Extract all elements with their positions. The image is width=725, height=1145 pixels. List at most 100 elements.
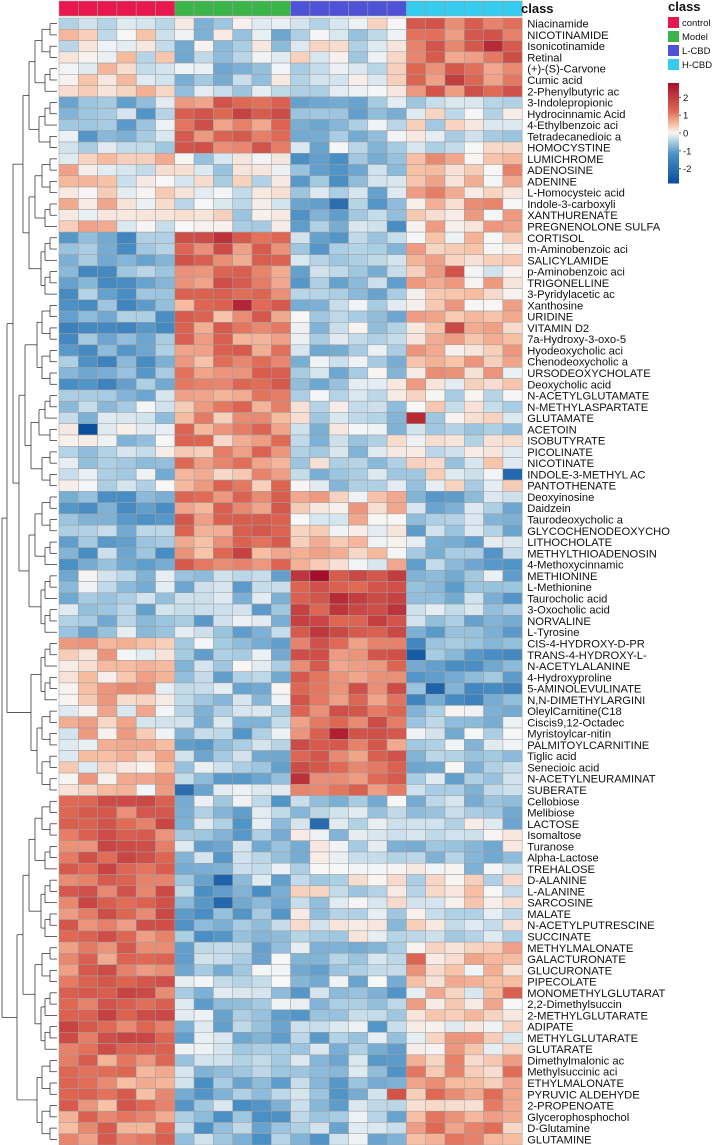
heatmap-cell bbox=[213, 130, 233, 143]
heatmap-cell bbox=[232, 1020, 253, 1033]
heatmap-cell bbox=[251, 998, 272, 1011]
heatmap-cell bbox=[97, 975, 118, 988]
heatmap-cell bbox=[155, 660, 176, 672]
heatmap-cell bbox=[97, 1032, 118, 1044]
heatmap-cell bbox=[135, 953, 156, 965]
colorbar-segment bbox=[668, 83, 679, 86]
row-label: MALATE bbox=[527, 909, 571, 921]
heatmap-cell bbox=[502, 603, 523, 616]
heatmap-cell bbox=[78, 333, 98, 346]
heatmap-cell bbox=[406, 795, 426, 808]
heatmap-cell bbox=[348, 457, 369, 470]
heatmap-cell bbox=[367, 423, 388, 436]
heatmap-cell bbox=[271, 1077, 291, 1089]
heatmap-cell bbox=[193, 919, 214, 932]
heatmap-cell bbox=[213, 739, 233, 751]
row-label: GLYCOCHENODEOXYCHO bbox=[527, 526, 670, 538]
heatmap-cell bbox=[406, 198, 426, 210]
heatmap-cell bbox=[193, 581, 214, 594]
heatmap-cell bbox=[97, 558, 118, 571]
heatmap-cell bbox=[444, 603, 465, 616]
heatmap-cell bbox=[502, 626, 523, 639]
heatmap-cell bbox=[135, 1054, 156, 1067]
heatmap-cell bbox=[174, 874, 195, 887]
heatmap-cell bbox=[251, 29, 272, 41]
heatmap-cell bbox=[271, 96, 291, 109]
heatmap-cell bbox=[78, 175, 98, 188]
row-label: METHYLMALONATE bbox=[527, 943, 633, 955]
heatmap-cell bbox=[290, 209, 311, 222]
annotation-cell-h-cbd bbox=[502, 0, 523, 17]
heatmap-cell bbox=[348, 750, 369, 763]
heatmap-cell bbox=[251, 648, 272, 661]
heatmap-cell bbox=[271, 434, 291, 447]
heatmap-cell bbox=[251, 919, 272, 932]
heatmap-cell bbox=[271, 603, 291, 616]
heatmap-cell bbox=[425, 1032, 446, 1044]
heatmap-cell bbox=[58, 468, 79, 481]
heatmap-cell bbox=[97, 986, 118, 999]
heatmap-cell bbox=[309, 975, 330, 988]
heatmap-cell bbox=[444, 1133, 465, 1145]
heatmap-cell bbox=[135, 1110, 156, 1123]
heatmap-cell bbox=[193, 141, 214, 154]
heatmap-cell bbox=[155, 74, 176, 86]
heatmap-cell bbox=[444, 953, 465, 965]
heatmap-cell bbox=[290, 750, 311, 763]
heatmap-cell bbox=[116, 693, 137, 706]
heatmap-cell bbox=[406, 40, 426, 53]
heatmap-cell bbox=[309, 941, 330, 954]
heatmap-cell bbox=[483, 795, 504, 808]
heatmap-cell bbox=[290, 953, 311, 965]
heatmap-cell bbox=[483, 299, 504, 312]
heatmap-cell bbox=[367, 626, 388, 639]
heatmap-cell bbox=[174, 660, 195, 672]
row-label: LITHOCHOLATE bbox=[527, 537, 612, 549]
heatmap-cell bbox=[97, 536, 118, 548]
heatmap-cell bbox=[328, 637, 349, 650]
heatmap-cell bbox=[367, 817, 388, 830]
heatmap-cell bbox=[155, 423, 176, 436]
heatmap-cell bbox=[174, 333, 195, 346]
heatmap-cell bbox=[116, 603, 137, 616]
heatmap-cell bbox=[193, 682, 214, 695]
heatmap-cell bbox=[328, 164, 349, 177]
heatmap-cell bbox=[406, 603, 426, 616]
heatmap-cell bbox=[464, 772, 484, 785]
heatmap-cell bbox=[78, 840, 98, 853]
heatmap-cell bbox=[483, 615, 504, 627]
heatmap-cell bbox=[464, 705, 484, 717]
heatmap-cell bbox=[213, 998, 233, 1011]
colorbar-segment bbox=[668, 108, 679, 111]
heatmap-cell bbox=[213, 119, 233, 131]
heatmap-cell bbox=[406, 333, 426, 346]
heatmap-cell bbox=[290, 1099, 311, 1112]
heatmap-cell bbox=[386, 62, 407, 75]
row-label: 4-Methoxycinnamic bbox=[527, 560, 624, 572]
heatmap-cell bbox=[464, 412, 484, 424]
heatmap-cell bbox=[502, 896, 523, 909]
heatmap-cell bbox=[464, 851, 484, 864]
heatmap-cell bbox=[135, 660, 156, 672]
heatmap-cell bbox=[464, 1077, 484, 1089]
heatmap-cell bbox=[155, 874, 176, 887]
heatmap-cell bbox=[483, 524, 504, 537]
heatmap-cell bbox=[483, 119, 504, 131]
heatmap-cell bbox=[406, 716, 426, 729]
heatmap-cell bbox=[232, 96, 253, 109]
heatmap-cell bbox=[78, 85, 98, 98]
heatmap-cell bbox=[464, 130, 484, 143]
heatmap-cell bbox=[328, 558, 349, 571]
heatmap-cell bbox=[232, 1099, 253, 1112]
heatmap-cell bbox=[232, 772, 253, 785]
heatmap-cell bbox=[174, 141, 195, 154]
heatmap-cell bbox=[425, 648, 446, 661]
heatmap-cell bbox=[406, 817, 426, 830]
heatmap-cell bbox=[406, 502, 426, 515]
heatmap-cell bbox=[348, 1110, 369, 1123]
annotation-cell-l-cbd bbox=[309, 0, 330, 17]
row-label: NICOTINAMIDE bbox=[527, 30, 608, 42]
annotation-cell-control bbox=[135, 0, 156, 17]
heatmap-cell bbox=[116, 953, 137, 965]
heatmap-cell bbox=[348, 265, 369, 278]
